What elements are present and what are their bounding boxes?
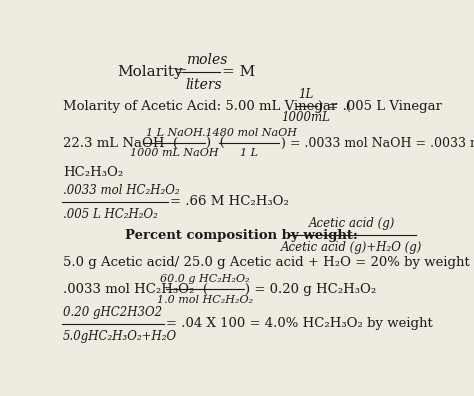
Text: .0033 mol HC₂H₃O₂  (: .0033 mol HC₂H₃O₂ ( [63,283,208,296]
Text: 22.3 mL NaOH  (: 22.3 mL NaOH ( [63,137,178,150]
Text: Percent composition by weight:: Percent composition by weight: [125,229,358,242]
Text: Molarity: Molarity [118,65,183,79]
Text: = .04 X 100 = 4.0% HC₂H₃O₂ by weight: = .04 X 100 = 4.0% HC₂H₃O₂ by weight [166,318,433,330]
Text: 60.0 g HC₂H₂O₂: 60.0 g HC₂H₂O₂ [160,274,250,284]
Text: Acetic acid (g): Acetic acid (g) [309,217,395,230]
Text: 1 L NaOH: 1 L NaOH [146,128,202,138]
Text: .0033 mol HC₂H₂O₂: .0033 mol HC₂H₂O₂ [63,184,180,197]
Text: moles: moles [186,53,227,67]
Text: 1L: 1L [298,88,313,101]
Text: 1.0 mol HC₂H₂O₂: 1.0 mol HC₂H₂O₂ [157,295,253,305]
Text: 1 L: 1 L [240,148,258,158]
Text: 5.0gHC₂H₃O₂+H₂O: 5.0gHC₂H₃O₂+H₂O [63,330,177,343]
Text: 1000 mL NaOH: 1000 mL NaOH [129,148,218,158]
Text: liters: liters [186,78,222,91]
Text: = M: = M [222,65,255,79]
Text: ) = .005 L Vinegar: ) = .005 L Vinegar [318,99,442,112]
Text: =: = [174,65,187,79]
Text: HC₂H₃O₂: HC₂H₃O₂ [63,166,123,179]
Text: )  (: ) ( [207,137,225,150]
Text: 0.20 gHC2H3O2: 0.20 gHC2H3O2 [63,307,162,319]
Text: .1480 mol NaOH: .1480 mol NaOH [201,128,297,138]
Text: Molarity of Acetic Acid: 5.00 mL Vinegar  (: Molarity of Acetic Acid: 5.00 mL Vinegar… [63,99,351,112]
Text: .005 L HC₂H₂O₂: .005 L HC₂H₂O₂ [63,208,158,221]
Text: = .66 M HC₂H₃O₂: = .66 M HC₂H₃O₂ [170,195,289,208]
Text: ) = .0033 mol NaOH = .0033 mol: ) = .0033 mol NaOH = .0033 mol [281,137,474,150]
Text: ) = 0.20 g HC₂H₃O₂: ) = 0.20 g HC₂H₃O₂ [245,283,376,296]
Text: 5.0 g Acetic acid/ 25.0 g Acetic acid + H₂O = 20% by weight: 5.0 g Acetic acid/ 25.0 g Acetic acid + … [63,256,470,269]
Text: 1000mL: 1000mL [281,111,330,124]
Text: Acetic acid (g)+H₂O (g): Acetic acid (g)+H₂O (g) [281,241,422,254]
